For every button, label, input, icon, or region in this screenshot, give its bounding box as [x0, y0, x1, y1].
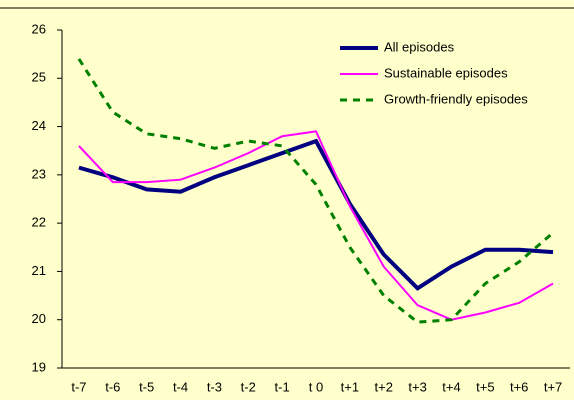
x-tick-label: t+5 [476, 379, 494, 394]
x-tick-label: t-3 [207, 379, 222, 394]
x-tick-label: t-1 [275, 379, 290, 394]
y-tick-label: 23 [32, 166, 46, 181]
x-tick-label: t-5 [139, 379, 154, 394]
x-tick-label: t 0 [309, 379, 323, 394]
x-tick-label: t-2 [241, 379, 256, 394]
legend-label: Sustainable episodes [384, 65, 508, 80]
y-tick-label: 22 [32, 215, 46, 230]
legend-label: Growth-friendly episodes [384, 91, 528, 106]
y-tick-label: 20 [32, 311, 46, 326]
y-tick-label: 26 [32, 21, 46, 36]
x-tick-label: t+7 [544, 379, 562, 394]
x-tick-label: t-4 [173, 379, 188, 394]
x-tick-label: t+4 [442, 379, 460, 394]
y-tick-label: 25 [32, 70, 46, 85]
y-tick-label: 19 [32, 359, 46, 374]
x-tick-label: t+2 [375, 379, 393, 394]
series-line [78, 138, 554, 291]
x-tick-label: t+6 [510, 379, 528, 394]
y-tick-label: 21 [32, 263, 46, 278]
x-tick-label: t+3 [408, 379, 426, 394]
x-tick-label: t-6 [105, 379, 120, 394]
y-tick-label: 24 [32, 118, 46, 133]
x-tick-label: t+1 [341, 379, 359, 394]
series-line [78, 130, 554, 321]
series-line [77, 58, 555, 324]
legend-label: All episodes [384, 39, 455, 54]
x-tick-label: t-7 [71, 379, 86, 394]
